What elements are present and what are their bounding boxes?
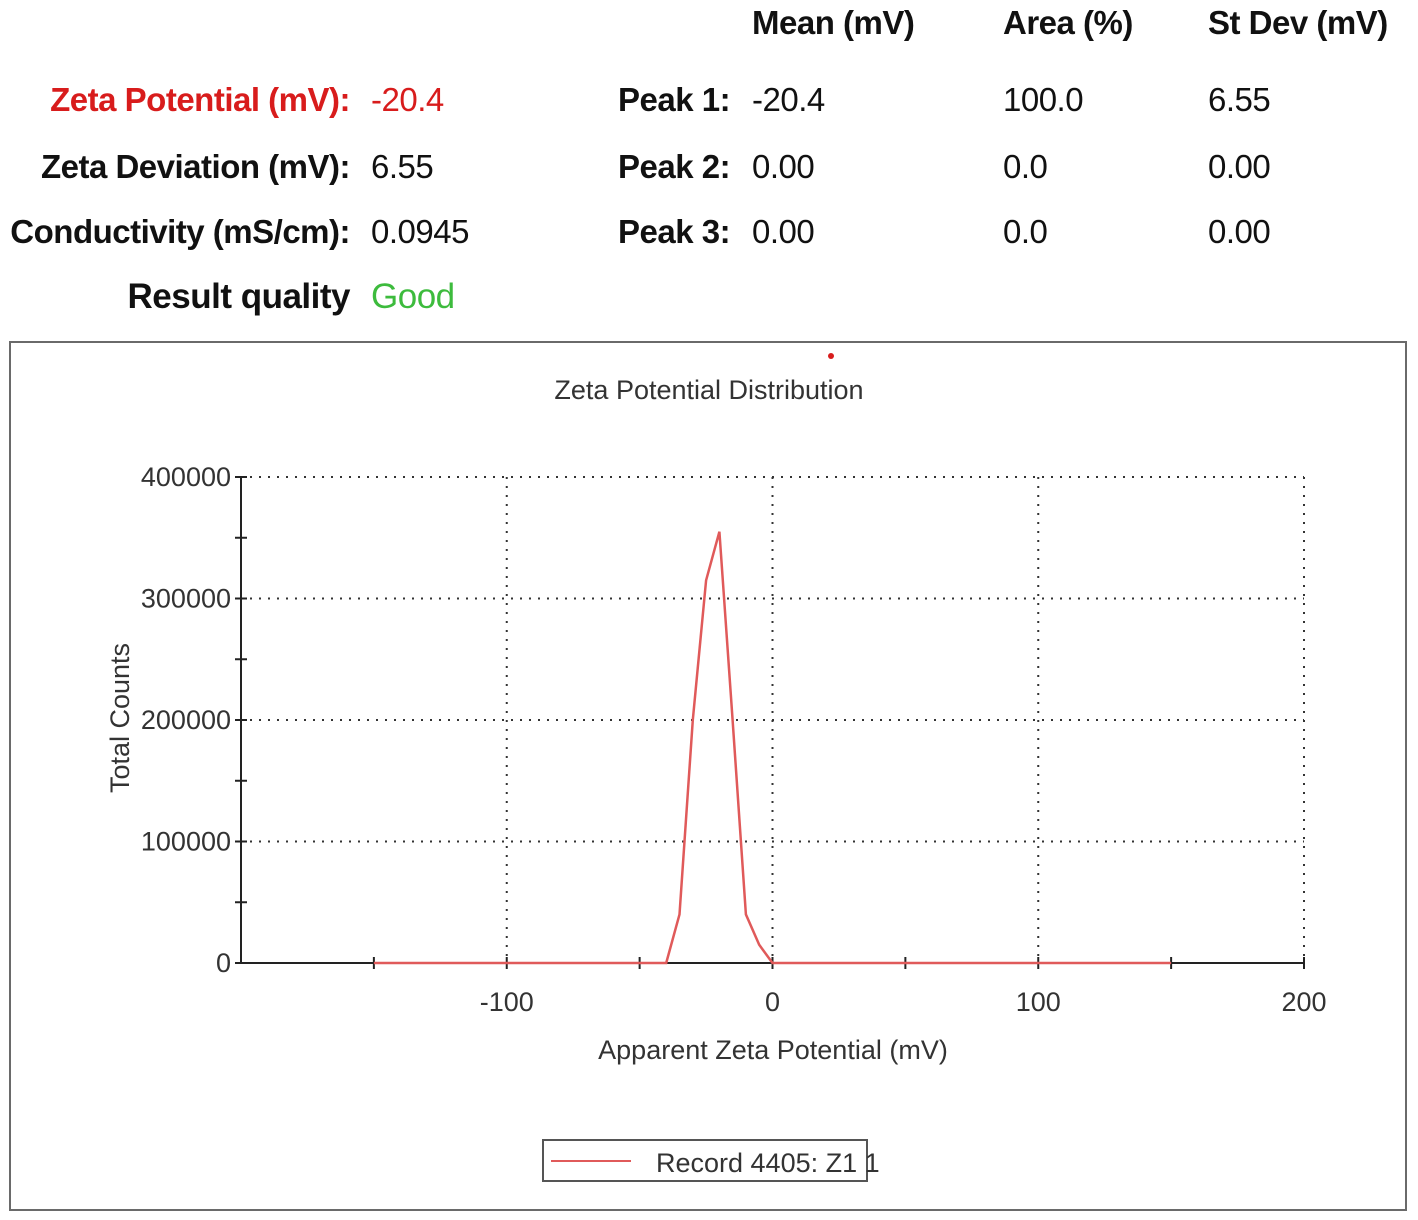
legend[interactable]: Record 4405: Z1 1 [542,1139,880,1182]
peak-2-stdev: 0.00 [1208,148,1271,185]
y-tick-label: 400000 [141,462,231,492]
y-tick-labels: 0 100000 200000 300000 400000 [141,462,231,978]
y-tick-label: 0 [216,948,231,978]
peak-3-label: Peak 3: [618,213,731,250]
x-tick-label: -100 [480,987,534,1017]
peak-3-mean: 0.00 [752,213,815,250]
zeta-potential-label: Zeta Potential (mV): [50,81,350,118]
zeta-distribution-chart: Zeta Potential Distribution 010000020000… [105,353,1327,1182]
y-axis-title: Total Counts [105,643,135,793]
conductivity-value: 0.0945 [371,213,469,250]
series-line [373,531,1172,965]
marker-dot [828,353,834,359]
peak-3-area: 0.0 [1003,213,1048,250]
x-tick-label: 200 [1281,987,1326,1017]
x-axis-title: Apparent Zeta Potential (mV) [598,1035,948,1065]
peak-2-area: 0.0 [1003,148,1048,185]
x-tick-label: 0 [765,987,780,1017]
zeta-deviation-value: 6.55 [371,148,434,185]
chart-title: Zeta Potential Distribution [554,375,863,405]
chart-panel: Zeta Potential Distribution 0 100000 20000… [9,341,1407,1211]
peak-1-label: Peak 1: [618,81,731,118]
y-tick-label: 200000 [141,705,231,735]
x-tick-label: 100 [1016,987,1061,1017]
y-tick-label: 100000 [141,827,231,857]
y-tick-label: 300000 [141,584,231,614]
axes [235,476,1305,969]
result-quality-label: Result quality [127,277,351,316]
conductivity-label: Conductivity (mS/cm): [10,213,350,250]
peak-2-label: Peak 2: [618,148,731,185]
zeta-deviation-label: Zeta Deviation (mV): [40,148,351,185]
zeta-potential-value: -20.4 [371,81,444,118]
peak-1-area: 100.0 [1003,81,1084,118]
series-layer [373,531,1172,965]
header-stdev: St Dev (mV) [1208,4,1388,41]
peak-2-mean: 0.00 [752,148,815,185]
header-area: Area (%) [1003,4,1133,41]
header-mean: Mean (mV) [752,4,915,41]
peak-3-stdev: 0.00 [1208,213,1271,250]
peak-1-stdev: 6.55 [1208,81,1271,118]
result-quality-value: Good [371,277,455,316]
peak-1-mean: -20.4 [752,81,825,118]
grid [241,476,1305,963]
x-tick-labels: -100 0 100 200 [480,987,1327,1017]
legend-label: Record 4405: Z1 1 [656,1148,880,1178]
